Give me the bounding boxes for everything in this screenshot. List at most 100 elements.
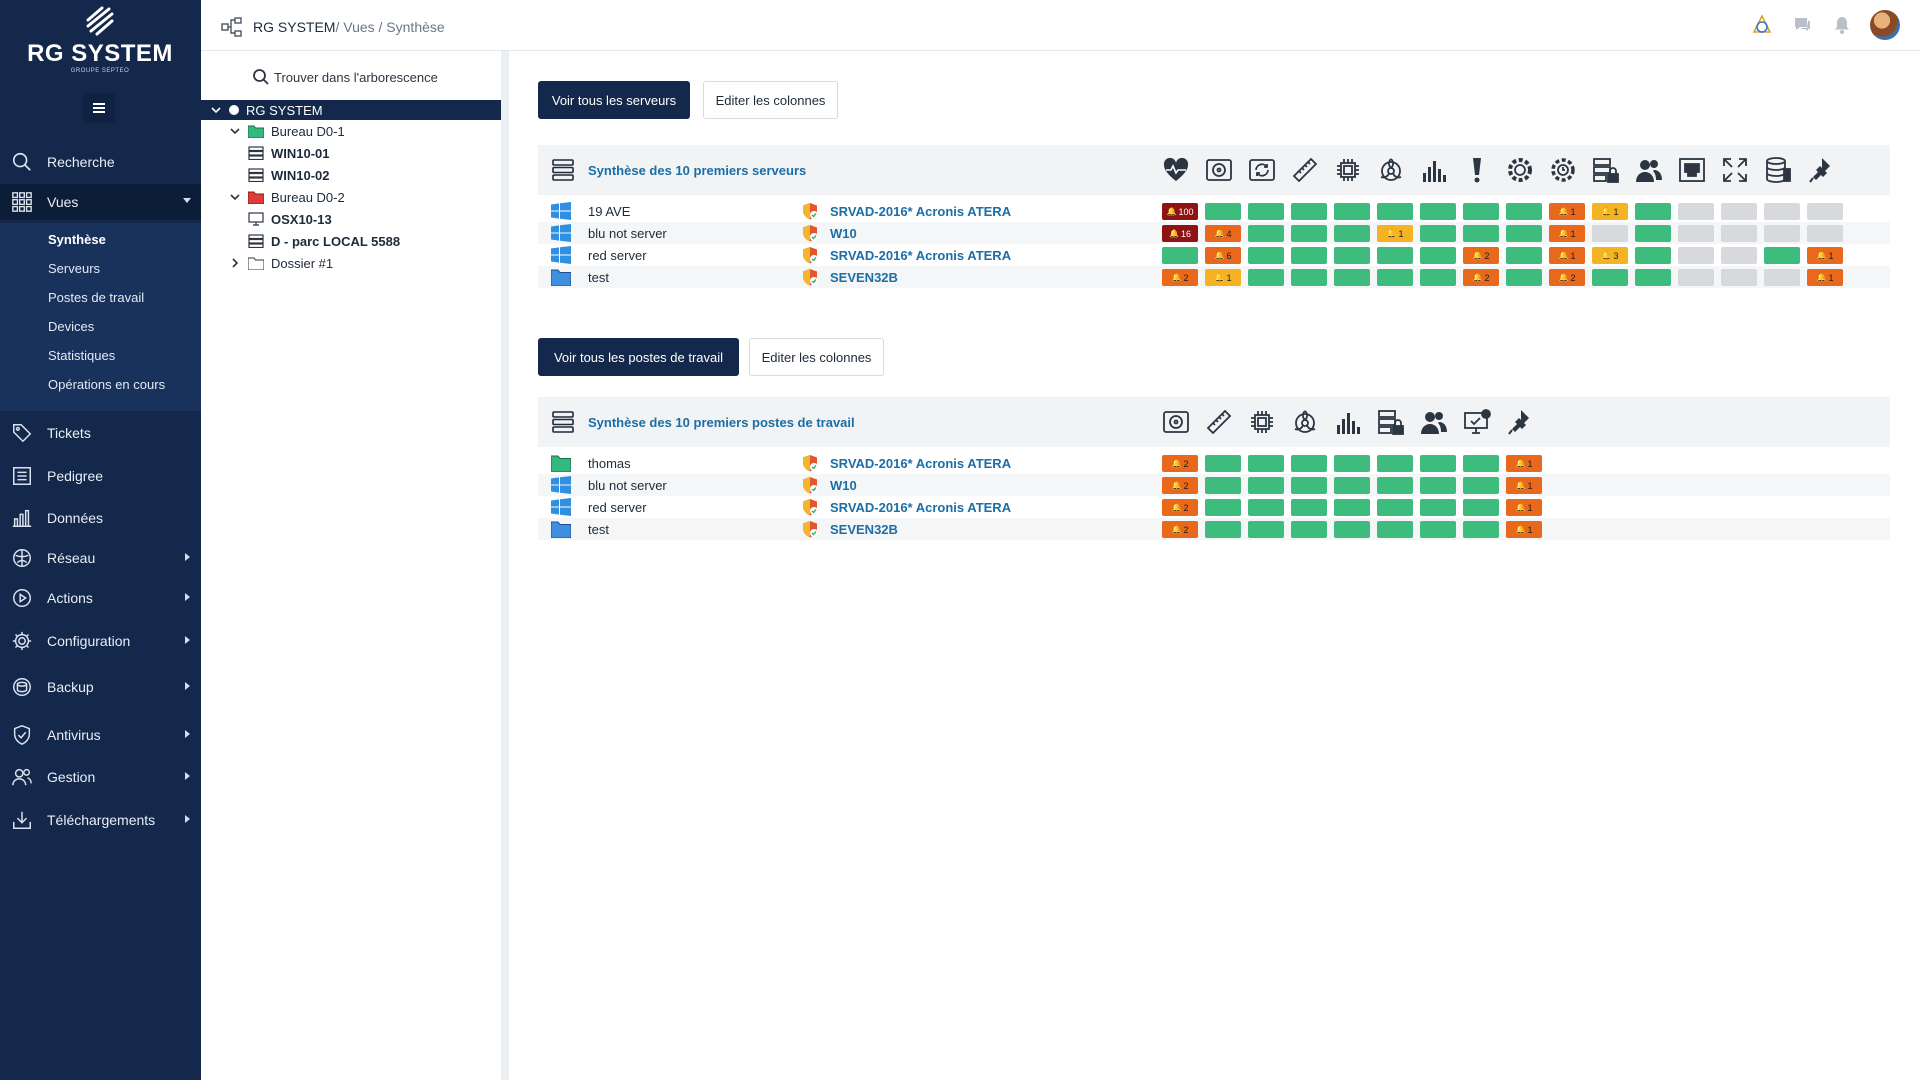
status-cell[interactable]	[1764, 269, 1800, 286]
status-cell[interactable]	[1162, 247, 1198, 264]
fullscreen-icon[interactable]	[1713, 153, 1756, 187]
status-cell[interactable]	[1205, 455, 1241, 472]
status-cell[interactable]	[1205, 203, 1241, 220]
status-cell[interactable]	[1377, 477, 1413, 494]
heartbeat-icon[interactable]	[1154, 153, 1197, 187]
status-cell[interactable]	[1463, 499, 1499, 516]
status-cell[interactable]	[1377, 499, 1413, 516]
ruler-icon[interactable]	[1197, 405, 1240, 439]
status-cell[interactable]	[1248, 247, 1284, 264]
edit-workstation-columns-button[interactable]: Editer les colonnes	[749, 338, 884, 376]
status-cell[interactable]	[1506, 203, 1542, 220]
tree-node-osx10-13[interactable]: OSX10-13	[201, 209, 501, 229]
server-lock-icon[interactable]	[1584, 153, 1627, 187]
nav-pedigree[interactable]: Pedigree	[0, 458, 201, 494]
agent-link[interactable]: SRVAD-2016* Acronis ATERA	[830, 456, 1012, 471]
status-cell[interactable]: 🔔 1	[1549, 225, 1585, 242]
status-cell[interactable]	[1463, 455, 1499, 472]
status-cell[interactable]: 🔔 100	[1162, 203, 1198, 220]
table-row[interactable]: blu not server W10 🔔 2 🔔 1	[538, 474, 1890, 496]
nav-telechargements[interactable]: Téléchargements	[0, 802, 201, 838]
tree-node-win10-02[interactable]: WIN10-02	[201, 165, 501, 185]
workstations-panel-title[interactable]: Synthèse des 10 premiers postes de trava…	[588, 415, 855, 430]
status-cell[interactable]	[1377, 455, 1413, 472]
nav-configuration[interactable]: Configuration	[0, 623, 201, 659]
status-cell[interactable]	[1721, 247, 1757, 264]
breadcrumb-path[interactable]: / Vues / Synthèse	[335, 19, 445, 35]
subnav-synthese[interactable]: Synthèse	[48, 232, 106, 247]
status-cell[interactable]	[1506, 269, 1542, 286]
status-cell[interactable]	[1678, 225, 1714, 242]
tree-node-dossier-1[interactable]: Dossier #1	[201, 253, 501, 273]
status-cell[interactable]: 🔔 1	[1506, 521, 1542, 538]
status-cell[interactable]: 🔔 1	[1549, 203, 1585, 220]
status-cell[interactable]	[1291, 203, 1327, 220]
status-cell[interactable]	[1506, 247, 1542, 264]
status-cell[interactable]	[1248, 203, 1284, 220]
ruler-icon[interactable]	[1283, 153, 1326, 187]
status-cell[interactable]: 🔔 1	[1807, 247, 1843, 264]
status-cell[interactable]	[1420, 225, 1456, 242]
status-cell[interactable]	[1205, 477, 1241, 494]
tree-search[interactable]: Trouver dans l'arborescence	[252, 68, 438, 86]
subnav-statistiques[interactable]: Statistiques	[48, 348, 116, 363]
exclamation-icon[interactable]	[1455, 153, 1498, 187]
device-name[interactable]: test	[588, 522, 609, 537]
plugin-icon[interactable]	[1498, 405, 1541, 439]
tree-node-root[interactable]: RG SYSTEM	[201, 100, 501, 120]
plugin-icon[interactable]	[1799, 153, 1842, 187]
status-cell[interactable]	[1291, 521, 1327, 538]
status-cell[interactable]: 🔔 2	[1162, 455, 1198, 472]
status-cell[interactable]	[1678, 247, 1714, 264]
nav-recherche[interactable]: Recherche	[0, 144, 201, 180]
status-cell[interactable]	[1291, 269, 1327, 286]
status-cell[interactable]	[1420, 247, 1456, 264]
chat-icon[interactable]	[1790, 13, 1814, 37]
status-cell[interactable]	[1248, 225, 1284, 242]
nav-actions[interactable]: Actions	[0, 580, 201, 616]
status-cell[interactable]	[1635, 269, 1671, 286]
table-row[interactable]: red server SRVAD-2016* Acronis ATERA 🔔 6 🔔 2 🔔…	[538, 244, 1890, 266]
status-cell[interactable]: 🔔 2	[1549, 269, 1585, 286]
status-cell[interactable]	[1334, 203, 1370, 220]
status-cell[interactable]: 🔔 3	[1592, 247, 1628, 264]
breadcrumb-root[interactable]: RG SYSTEM	[253, 19, 336, 35]
bar-chart-icon[interactable]	[1326, 405, 1369, 439]
status-cell[interactable]	[1291, 455, 1327, 472]
nav-gestion[interactable]: Gestion	[0, 759, 201, 795]
table-row[interactable]: test SEVEN32B 🔔 2 🔔 1 🔔 2 🔔 2 🔔 1	[538, 266, 1890, 288]
agent-link[interactable]: W10	[830, 478, 857, 493]
agent-link[interactable]: SEVEN32B	[830, 522, 898, 537]
cpu-icon[interactable]	[1326, 153, 1369, 187]
view-all-workstations-button[interactable]: Voir tous les postes de travail	[538, 338, 739, 376]
status-cell[interactable]	[1463, 225, 1499, 242]
tree-node-bureau-d0-1[interactable]: Bureau D0-1	[201, 121, 501, 141]
user-avatar[interactable]	[1870, 10, 1900, 40]
nav-donnees[interactable]: Données	[0, 500, 201, 536]
status-cell[interactable]	[1807, 225, 1843, 242]
status-cell[interactable]	[1248, 477, 1284, 494]
biohazard-icon[interactable]	[1369, 153, 1412, 187]
status-cell[interactable]	[1678, 203, 1714, 220]
biohazard-icon[interactable]	[1283, 405, 1326, 439]
bell-icon[interactable]	[1830, 13, 1854, 37]
status-cell[interactable]: 🔔 1	[1506, 477, 1542, 494]
status-cell[interactable]	[1334, 455, 1370, 472]
monitor-check-icon[interactable]	[1455, 405, 1498, 439]
status-cell[interactable]	[1377, 203, 1413, 220]
network-port-icon[interactable]	[1670, 153, 1713, 187]
status-cell[interactable]	[1506, 225, 1542, 242]
nav-tickets[interactable]: Tickets	[0, 415, 201, 451]
device-name[interactable]: red server	[588, 248, 647, 263]
status-cell[interactable]	[1334, 247, 1370, 264]
status-cell[interactable]	[1420, 269, 1456, 286]
status-cell[interactable]: 🔔 1	[1592, 203, 1628, 220]
server-lock-icon[interactable]	[1369, 405, 1412, 439]
subnav-operations[interactable]: Opérations en cours	[48, 377, 166, 392]
status-cell[interactable]: 🔔 1	[1377, 225, 1413, 242]
nav-reseau[interactable]: Réseau	[0, 540, 201, 576]
table-row[interactable]: test SEVEN32B 🔔 2 🔔 1	[538, 518, 1890, 540]
agent-link[interactable]: SRVAD-2016* Acronis ATERA	[830, 500, 1012, 515]
status-cell[interactable]	[1635, 225, 1671, 242]
chevron-down-icon[interactable]	[229, 125, 241, 137]
